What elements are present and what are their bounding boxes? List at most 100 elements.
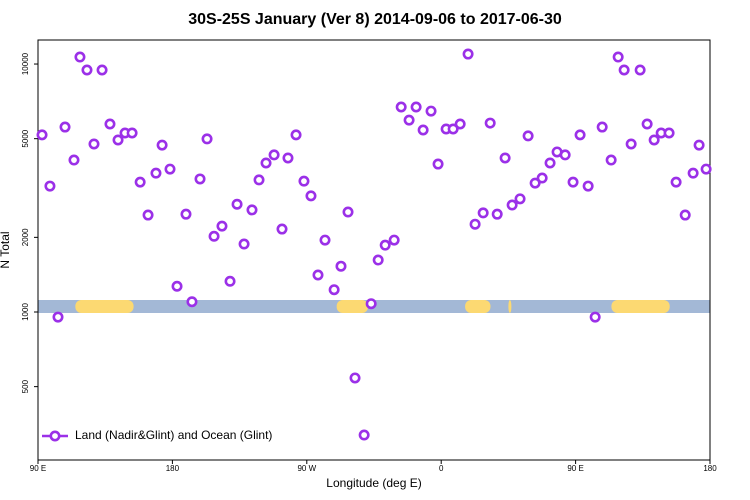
point bbox=[238, 238, 250, 250]
y-axis-label: N Total bbox=[0, 231, 12, 268]
point bbox=[625, 138, 637, 150]
point bbox=[208, 230, 220, 242]
point bbox=[372, 254, 384, 266]
y-tick-label: 5000 bbox=[21, 129, 30, 147]
point bbox=[319, 234, 331, 246]
point bbox=[536, 172, 548, 184]
point bbox=[648, 134, 660, 146]
point bbox=[506, 199, 518, 211]
point bbox=[641, 118, 653, 130]
point bbox=[142, 209, 154, 221]
point bbox=[365, 298, 377, 310]
point bbox=[388, 234, 400, 246]
x-tick-label: 180 bbox=[703, 464, 717, 473]
plot-frame bbox=[37, 39, 711, 461]
point bbox=[164, 163, 176, 175]
point bbox=[589, 311, 601, 323]
point bbox=[454, 118, 466, 130]
point bbox=[522, 130, 534, 142]
point bbox=[687, 167, 699, 179]
point bbox=[484, 117, 496, 129]
point bbox=[574, 129, 586, 141]
point bbox=[180, 208, 192, 220]
point bbox=[618, 64, 630, 76]
point bbox=[81, 64, 93, 76]
point bbox=[634, 64, 646, 76]
x-tick-label: 0 bbox=[439, 464, 444, 473]
point bbox=[216, 220, 228, 232]
point bbox=[156, 139, 168, 151]
point bbox=[74, 51, 86, 63]
x-tick-label: 90 W bbox=[297, 464, 316, 473]
point bbox=[59, 121, 71, 133]
y-tick-label: 10000 bbox=[21, 52, 30, 75]
point bbox=[529, 177, 541, 189]
point bbox=[596, 121, 608, 133]
point bbox=[462, 48, 474, 60]
point bbox=[700, 163, 712, 175]
point bbox=[224, 275, 236, 287]
x-tick-label: 180 bbox=[166, 464, 180, 473]
point bbox=[349, 372, 361, 384]
point bbox=[379, 239, 391, 251]
point bbox=[417, 124, 429, 136]
point bbox=[298, 175, 310, 187]
y-tick-label: 2000 bbox=[21, 228, 30, 246]
point bbox=[499, 152, 511, 164]
chart-title: 30S-25S January (Ver 8) 2014-09-06 to 20… bbox=[188, 11, 562, 28]
legend-marker bbox=[49, 430, 61, 442]
point bbox=[559, 149, 571, 161]
point bbox=[477, 207, 489, 219]
point bbox=[358, 429, 370, 441]
point bbox=[335, 260, 347, 272]
land-segment bbox=[465, 300, 491, 313]
point bbox=[282, 152, 294, 164]
point bbox=[68, 154, 80, 166]
point bbox=[605, 154, 617, 166]
point bbox=[253, 174, 265, 186]
point bbox=[194, 173, 206, 185]
land-segment bbox=[336, 300, 369, 313]
point bbox=[395, 101, 407, 113]
point bbox=[342, 206, 354, 218]
point bbox=[328, 284, 340, 296]
point bbox=[186, 296, 198, 308]
point bbox=[88, 138, 100, 150]
point bbox=[410, 101, 422, 113]
point bbox=[52, 311, 64, 323]
point bbox=[96, 64, 108, 76]
point bbox=[36, 129, 48, 141]
y-tick-label: 500 bbox=[21, 379, 30, 393]
point bbox=[150, 167, 162, 179]
point bbox=[612, 51, 624, 63]
land-segment bbox=[611, 300, 670, 313]
point bbox=[134, 176, 146, 188]
point bbox=[469, 218, 481, 230]
point bbox=[693, 139, 705, 151]
point bbox=[544, 157, 556, 169]
point bbox=[231, 198, 243, 210]
point bbox=[260, 157, 272, 169]
point bbox=[268, 149, 280, 161]
point bbox=[447, 123, 459, 135]
point bbox=[312, 269, 324, 281]
point bbox=[246, 204, 258, 216]
point bbox=[171, 280, 183, 292]
point bbox=[126, 127, 138, 139]
x-tick-label: 90 E bbox=[567, 464, 583, 473]
y-tick-label: 1000 bbox=[21, 303, 30, 321]
point bbox=[491, 208, 503, 220]
point bbox=[112, 134, 124, 146]
point bbox=[305, 190, 317, 202]
point bbox=[567, 176, 579, 188]
point bbox=[276, 223, 288, 235]
legend-label: Land (Nadir&Glint) and Ocean (Glint) bbox=[75, 428, 272, 442]
point bbox=[104, 118, 116, 130]
point bbox=[432, 158, 444, 170]
point bbox=[290, 129, 302, 141]
point bbox=[582, 180, 594, 192]
land-segment bbox=[508, 300, 512, 313]
point bbox=[670, 176, 682, 188]
